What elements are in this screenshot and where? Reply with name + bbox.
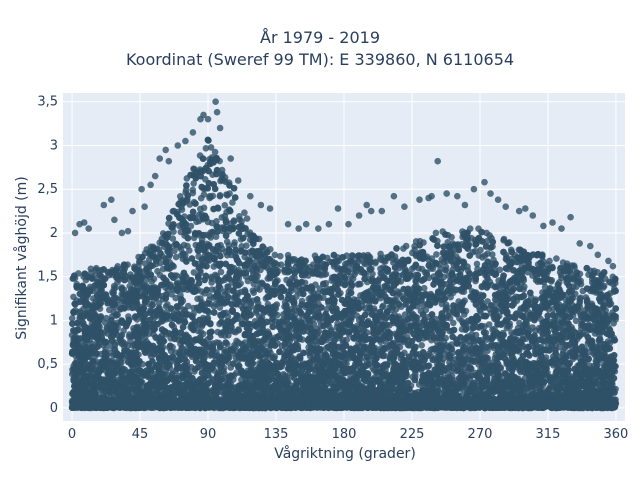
data-point [207,193,214,201]
y-tick-label: 2,5 [37,182,58,197]
y-tick-label: 1,5 [37,270,58,285]
data-point [217,268,225,276]
y-tick-label: 3 [50,138,58,153]
data-point [187,222,195,230]
chart-subtitle: Koordinat (Sweref 99 TM): E 339860, N 61… [125,50,515,69]
data-point [477,246,484,254]
data-point [357,280,364,288]
y-tick-label: 0,5 [37,357,58,372]
x-tick-label: 180 [332,427,357,442]
data-point [316,317,324,325]
chart-title: År 1979 - 2019 [260,28,380,47]
data-point [236,213,243,220]
x-tick-label: 225 [400,427,425,442]
data-point [347,273,355,280]
x-tick-label: 270 [468,427,493,442]
data-point [229,199,236,206]
data-point [433,251,440,258]
y-tick-label: 1 [50,313,58,328]
data-point [210,263,218,270]
x-tick-label: 135 [264,427,289,442]
data-point [212,233,220,240]
data-point [553,255,560,262]
data-point [425,350,433,358]
data-point [93,264,100,272]
data-point [97,313,105,320]
data-point [171,247,178,255]
data-point [473,260,481,268]
data-point [450,319,457,327]
data-point [211,148,219,156]
data-point [432,229,440,237]
y-tick-label: 2 [50,226,58,241]
x-tick-label: 90 [200,427,217,442]
data-point [377,250,384,258]
data-point [394,288,402,295]
data-point [213,218,220,225]
data-point [224,192,231,199]
data-point [503,254,511,261]
data-point [420,284,428,292]
data-point [169,235,177,242]
x-tick-label: 360 [604,427,629,442]
data-point [141,260,149,267]
scatter-points [68,98,620,412]
x-tick-label: 0 [68,427,76,442]
x-tick-label: 315 [536,427,561,442]
data-point [235,326,242,333]
data-point [190,269,198,276]
y-tick-label: 0 [50,401,58,416]
data-point [202,145,210,152]
data-point [402,242,410,250]
data-point [154,267,161,275]
y-tick-label: 3,5 [37,95,58,110]
x-tick-label: 45 [132,427,149,442]
